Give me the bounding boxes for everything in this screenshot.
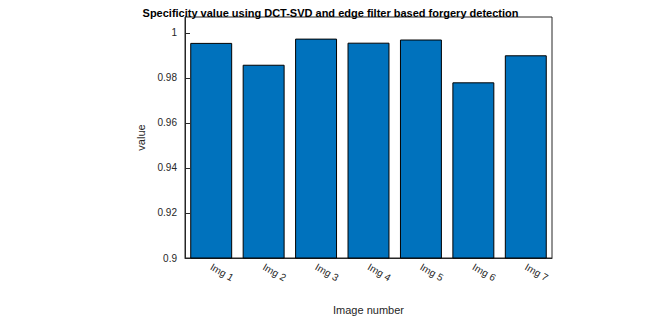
svg-text:0.96: 0.96 <box>158 117 178 128</box>
svg-text:Specificity value using DCT-SV: Specificity value using DCT-SVD and edge… <box>143 7 519 19</box>
svg-text:Image number: Image number <box>333 304 404 316</box>
svg-text:Img 2: Img 2 <box>261 261 289 283</box>
svg-text:1: 1 <box>171 27 177 38</box>
svg-text:0.92: 0.92 <box>158 207 178 218</box>
svg-text:Img 1: Img 1 <box>208 261 236 283</box>
svg-text:Img 6: Img 6 <box>471 261 499 283</box>
svg-text:Img 4: Img 4 <box>366 261 394 283</box>
svg-text:0.94: 0.94 <box>158 162 178 173</box>
svg-text:Img 3: Img 3 <box>313 261 341 283</box>
svg-text:value: value <box>135 124 147 150</box>
svg-text:0.9: 0.9 <box>163 253 177 264</box>
svg-text:Img 5: Img 5 <box>418 261 446 283</box>
svg-text:0.98: 0.98 <box>158 72 178 83</box>
svg-text:Img 7: Img 7 <box>523 261 551 283</box>
